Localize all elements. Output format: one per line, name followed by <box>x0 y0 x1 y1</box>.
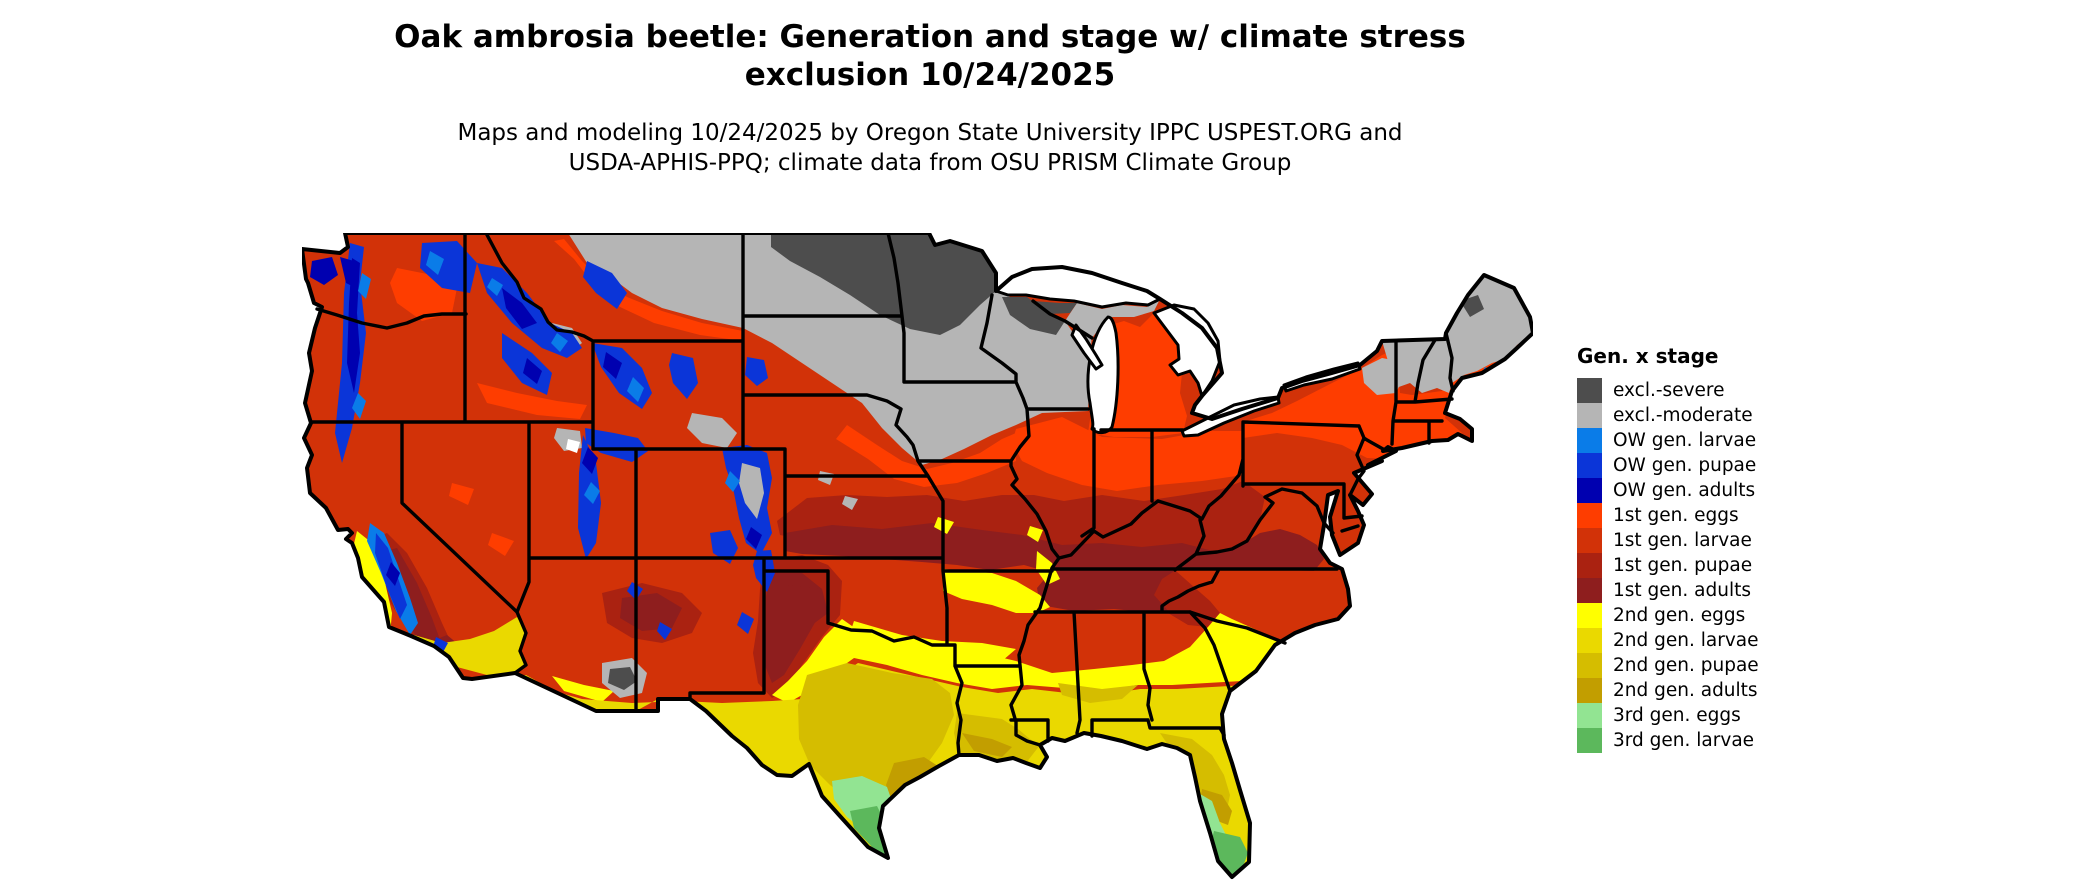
legend-swatch-g3_larvae <box>1577 728 1602 753</box>
lake-michigan <box>1086 315 1120 435</box>
legend-item: 2nd gen. pupae <box>1577 653 1877 678</box>
legend-item: 2nd gen. eggs <box>1577 603 1877 628</box>
legend-item: 1st gen. larvae <box>1577 528 1877 553</box>
legend-swatch-g2_pupae <box>1577 653 1602 678</box>
legend-label: OW gen. larvae <box>1613 430 1757 451</box>
us-map <box>300 231 1535 881</box>
legend-swatch-g1_pupae <box>1577 553 1602 578</box>
legend-swatch-ow_larvae <box>1577 428 1602 453</box>
legend-swatch-ow_adults <box>1577 478 1602 503</box>
legend-item: 2nd gen. adults <box>1577 678 1877 703</box>
legend-item: 1st gen. eggs <box>1577 503 1877 528</box>
map-subtitle: Maps and modeling 10/24/2025 by Oregon S… <box>330 118 1530 178</box>
legend-rows: excl.-severe excl.-moderate OW gen. larvae… <box>1577 378 1877 753</box>
legend-title: Gen. x stage <box>1577 344 1719 368</box>
legend-swatch-ow_pupae <box>1577 453 1602 478</box>
legend-label: excl.-moderate <box>1613 405 1753 426</box>
legend-swatch-g3_eggs <box>1577 703 1602 728</box>
legend-swatch-g2_eggs <box>1577 603 1602 628</box>
legend-swatch-excl_moderate <box>1577 403 1602 428</box>
legend-swatch-g1_larvae <box>1577 528 1602 553</box>
map-title: Oak ambrosia beetle: Generation and stag… <box>330 18 1530 94</box>
us-outline <box>300 231 1535 879</box>
legend-swatch-g2_larvae <box>1577 628 1602 653</box>
legend-label: 3rd gen. eggs <box>1613 705 1741 726</box>
state-borders <box>309 231 1455 757</box>
legend-item: OW gen. larvae <box>1577 428 1877 453</box>
legend-label: 3rd gen. larvae <box>1613 730 1755 751</box>
legend-label: 1st gen. adults <box>1613 580 1751 601</box>
map-subtitle-line2: USDA-APHIS-PPQ; climate data from OSU PR… <box>568 150 1292 176</box>
legend-label: 2nd gen. eggs <box>1613 605 1746 626</box>
map-title-line2: exclusion 10/24/2025 <box>744 57 1116 93</box>
legend-label: 1st gen. larvae <box>1613 530 1752 551</box>
green-bay <box>1070 323 1104 371</box>
legend-swatch-g1_adults <box>1577 578 1602 603</box>
legend-swatch-g2_adults <box>1577 678 1602 703</box>
legend-label: 2nd gen. adults <box>1613 680 1758 701</box>
map-title-line1: Oak ambrosia beetle: Generation and stag… <box>394 19 1466 55</box>
legend-label: 2nd gen. pupae <box>1613 655 1759 676</box>
legend-item: excl.-severe <box>1577 378 1877 403</box>
legend-item: 1st gen. pupae <box>1577 553 1877 578</box>
legend-item: 2nd gen. larvae <box>1577 628 1877 653</box>
legend-label: 1st gen. pupae <box>1613 555 1753 576</box>
legend-label: OW gen. adults <box>1613 480 1756 501</box>
legend-label: OW gen. pupae <box>1613 455 1757 476</box>
map-subtitle-line1: Maps and modeling 10/24/2025 by Oregon S… <box>457 120 1403 146</box>
legend-item: 3rd gen. larvae <box>1577 728 1877 753</box>
legend-item: 3rd gen. eggs <box>1577 703 1877 728</box>
legend-label: 2nd gen. larvae <box>1613 630 1759 651</box>
legend-swatch-g1_eggs <box>1577 503 1602 528</box>
legend-label: 1st gen. eggs <box>1613 505 1739 526</box>
legend-item: excl.-moderate <box>1577 403 1877 428</box>
legend-item: OW gen. pupae <box>1577 453 1877 478</box>
legend-label: excl.-severe <box>1613 380 1725 401</box>
us-map-svg <box>300 231 1535 879</box>
legend-item: 1st gen. adults <box>1577 578 1877 603</box>
legend-swatch-excl_severe <box>1577 378 1602 403</box>
legend: Gen. x stage excl.-severe excl.-moderate O… <box>1577 344 1877 753</box>
legend-item: OW gen. adults <box>1577 478 1877 503</box>
